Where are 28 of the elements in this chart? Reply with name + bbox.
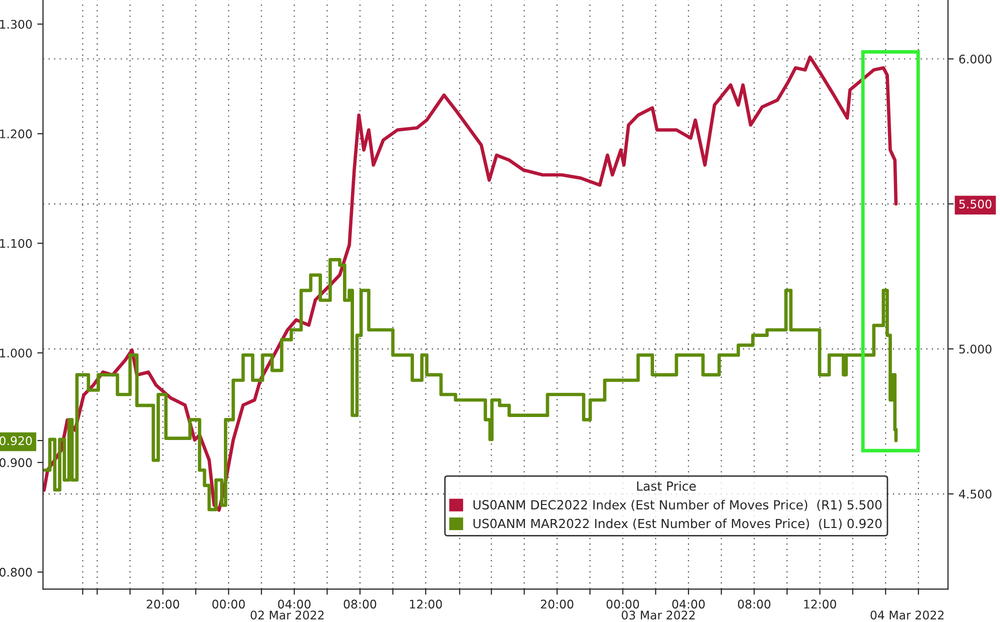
y2-tick-label: 4.500	[958, 490, 992, 499]
y-tick-label: 0.920	[0, 436, 32, 446]
y-tick-label: 0.800	[0, 568, 32, 577]
legend-label: US0ANM MAR2022 Index (Est Number of Moves Price) (L1) 0.920	[474, 518, 882, 530]
y-tick-label: 1.300	[0, 20, 32, 29]
legend-title: Last Price	[637, 481, 696, 491]
x-tick-label: 00:00	[212, 600, 245, 609]
x-tick-label: 08:00	[344, 600, 376, 609]
y-tick-label: 0.900	[0, 458, 32, 468]
text: 03 Mar 2022	[622, 610, 695, 620]
y-tick-label: 1.100	[0, 239, 32, 248]
y2-tick-label: 6.000	[959, 54, 992, 64]
x-tick-label: 20:00	[540, 600, 574, 609]
y2-tick-label: 5.000	[959, 344, 992, 354]
legend-label: US0ANM DEC2022 Index (Est Number of Moves Price) (R1) 5.500	[474, 500, 882, 511]
x-tick-label: 20:00	[146, 600, 180, 609]
x-tick-label: 12:00	[804, 600, 836, 609]
line-series	[43, 55, 898, 512]
y-tick-label: 1.000	[0, 348, 32, 358]
x-tick-label: 00:00	[606, 600, 640, 609]
text: 02 Mar 2022	[250, 610, 324, 620]
y2-tick-label: 5.500	[959, 200, 992, 209]
x-tick-label: 04:00	[672, 600, 705, 609]
x-tick-label: 12:00	[410, 600, 442, 609]
x-tick-label: 04:00	[278, 600, 311, 609]
text: 04 Mar 2022	[870, 610, 944, 620]
y-tick-label: 1.200	[0, 129, 32, 138]
x-tick-label: 08:00	[738, 600, 770, 609]
